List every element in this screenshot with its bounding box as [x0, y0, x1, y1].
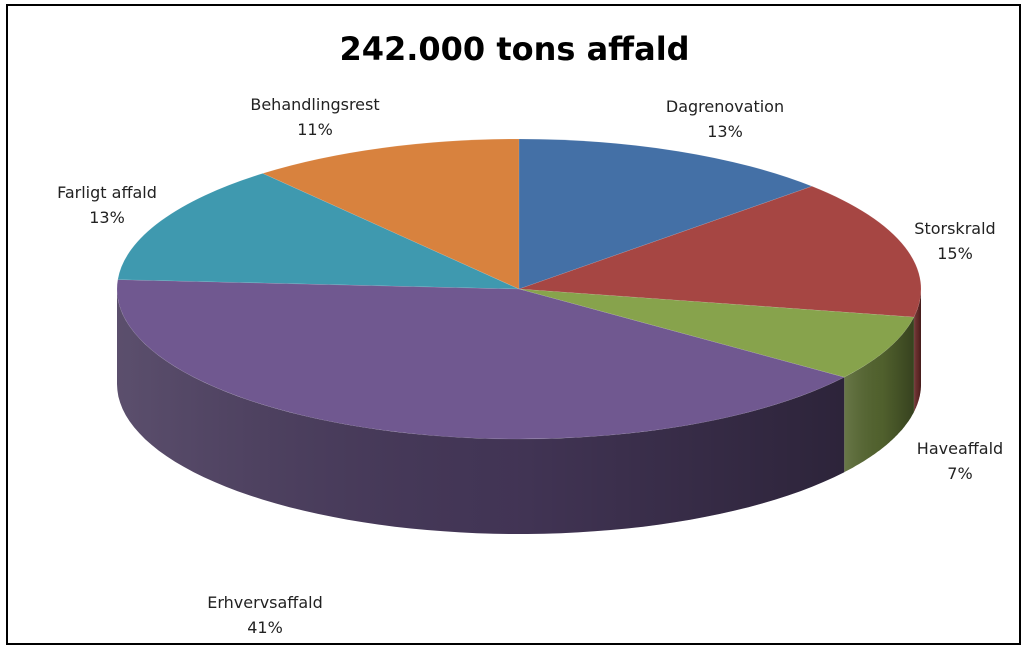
slice-name: Storskrald: [914, 219, 996, 238]
slice-side-shading: [117, 289, 845, 534]
slice-name: Haveaffald: [916, 439, 1004, 458]
slice-label-haveaffald: Haveaffald 7%: [900, 436, 1020, 486]
slice-label-erhvervsaffald: Erhvervsaffald 41%: [180, 590, 350, 640]
slice-percent: 11%: [297, 120, 333, 139]
slice-side-shading: [913, 289, 921, 413]
slice-name: Behandlingsrest: [250, 95, 380, 114]
slice-label-farligt-affald: Farligt affald 13%: [32, 180, 182, 230]
slice-percent: 7%: [947, 464, 973, 483]
slice-label-behandlingsrest: Behandlingsrest 11%: [225, 92, 405, 142]
slice-percent: 13%: [707, 122, 743, 141]
slice-dagrenovation: [518, 138, 813, 290]
slice-side-shading: [844, 317, 914, 473]
slice-farligt-affald: [117, 173, 520, 290]
slice-label-storskrald: Storskrald 15%: [890, 216, 1020, 266]
slice-name: Dagrenovation: [665, 97, 785, 116]
slice-percent: 13%: [89, 208, 125, 227]
slice-label-dagrenovation: Dagrenovation 13%: [640, 94, 810, 144]
chart-title: 242.000 tons affald: [339, 30, 690, 68]
slice-behandlingsrest: [261, 138, 520, 290]
slice-name: Erhvervsaffald: [207, 593, 323, 612]
slice-percent: 41%: [247, 618, 283, 637]
slice-haveaffald: [518, 288, 915, 378]
slice-percent: 15%: [937, 244, 973, 263]
slice-erhvervsaffald: [116, 279, 846, 440]
slice-storskrald: [518, 185, 922, 318]
slice-name: Farligt affald: [57, 183, 157, 202]
